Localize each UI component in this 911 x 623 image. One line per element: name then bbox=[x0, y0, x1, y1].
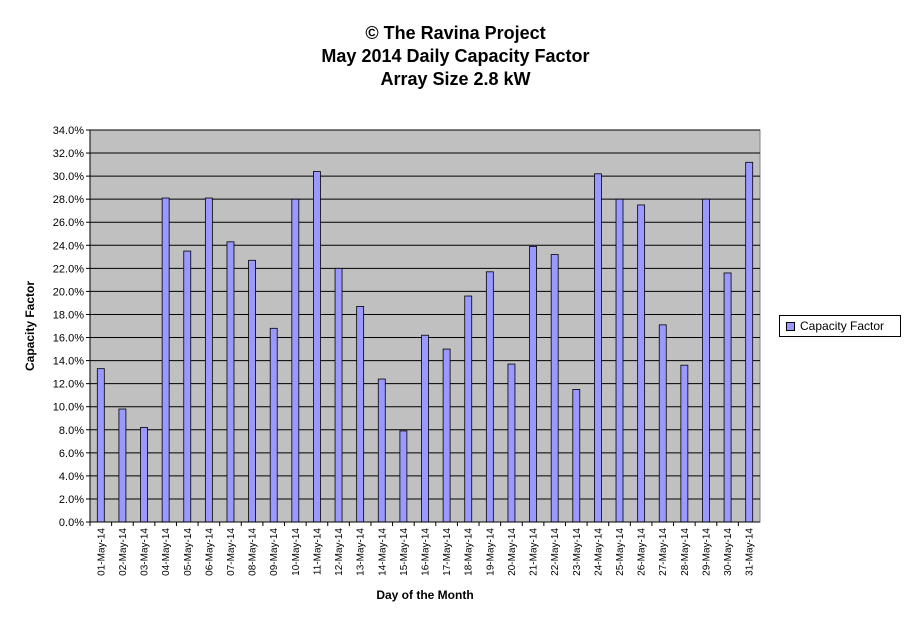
bar bbox=[399, 430, 408, 523]
bar bbox=[269, 327, 278, 523]
x-tick-label: 14-May-14 bbox=[377, 528, 388, 576]
y-tick-label: 26.0% bbox=[53, 217, 84, 229]
y-tick-label: 20.0% bbox=[53, 286, 84, 298]
chart-title-line-2: May 2014 Daily Capacity Factor bbox=[321, 46, 590, 66]
bar bbox=[118, 408, 127, 523]
x-tick-label: 27-May-14 bbox=[658, 528, 669, 576]
y-tick-label: 4.0% bbox=[59, 471, 84, 483]
x-tick-label: 07-May-14 bbox=[226, 528, 237, 576]
bar bbox=[161, 197, 170, 523]
x-tick-label: 03-May-14 bbox=[140, 528, 151, 576]
bar bbox=[377, 378, 386, 523]
y-axis-title: Capacity Factor bbox=[23, 281, 37, 371]
bar bbox=[637, 204, 646, 523]
bar bbox=[183, 250, 192, 523]
y-tick-label: 8.0% bbox=[59, 425, 84, 437]
x-axis-title: Day of the Month bbox=[376, 588, 473, 602]
x-tick-label: 23-May-14 bbox=[572, 528, 583, 576]
x-tick-label: 30-May-14 bbox=[723, 528, 734, 576]
x-tick-label: 09-May-14 bbox=[269, 528, 280, 576]
bar bbox=[356, 305, 365, 523]
bar bbox=[96, 368, 105, 523]
bar bbox=[702, 198, 710, 523]
y-tick-label: 32.0% bbox=[53, 148, 84, 160]
legend: Capacity Factor bbox=[779, 315, 901, 337]
y-tick-label: 30.0% bbox=[53, 171, 84, 183]
x-tick-label: 06-May-14 bbox=[204, 528, 215, 576]
y-tick-label: 10.0% bbox=[53, 402, 84, 414]
bar bbox=[680, 364, 689, 523]
y-tick-label: 18.0% bbox=[53, 309, 84, 321]
x-tick-label: 18-May-14 bbox=[464, 528, 475, 576]
x-tick-label: 22-May-14 bbox=[550, 528, 561, 576]
x-tick-label: 16-May-14 bbox=[421, 528, 432, 576]
x-tick-label: 11-May-14 bbox=[312, 528, 323, 575]
y-tick-label: 34.0% bbox=[53, 125, 84, 137]
x-tick-label: 19-May-14 bbox=[485, 528, 496, 576]
x-tick-label: 17-May-14 bbox=[442, 528, 453, 576]
legend-label: Capacity Factor bbox=[800, 319, 885, 333]
x-tick-label: 12-May-14 bbox=[334, 528, 345, 576]
y-axis-ticks: 0.0% 2.0% 4.0% 6.0% 8.0% 10.0% 12.0% 14.0% 16.0%… bbox=[53, 125, 90, 529]
x-tick-label: 15-May-14 bbox=[399, 528, 410, 576]
y-tick-label: 24.0% bbox=[53, 240, 84, 252]
x-tick-label: 21-May-14 bbox=[529, 528, 540, 576]
x-tick-label: 25-May-14 bbox=[615, 528, 626, 576]
bar bbox=[334, 267, 343, 523]
bar bbox=[421, 334, 429, 523]
x-tick-label: 31-May-14 bbox=[745, 528, 756, 576]
bar bbox=[745, 161, 754, 523]
x-tick-label: 26-May-14 bbox=[637, 528, 648, 576]
chart-title-line-1: © The Ravina Project bbox=[365, 23, 546, 43]
bar bbox=[248, 259, 256, 523]
x-tick-label: 10-May-14 bbox=[291, 528, 302, 576]
x-tick-label: 04-May-14 bbox=[161, 528, 172, 576]
bar bbox=[291, 198, 300, 523]
bar bbox=[442, 348, 451, 523]
bar bbox=[529, 246, 537, 523]
x-tick-label: 02-May-14 bbox=[118, 528, 129, 576]
legend-swatch bbox=[786, 321, 795, 331]
bar bbox=[723, 272, 732, 523]
bar bbox=[572, 389, 581, 523]
x-tick-label: 28-May-14 bbox=[680, 528, 691, 576]
x-tick-label: 13-May-14 bbox=[356, 528, 367, 576]
y-tick-label: 6.0% bbox=[59, 448, 84, 460]
x-tick-label: 29-May-14 bbox=[701, 528, 712, 576]
x-axis-ticks: 01-May-14 02-May-14 03-May-14 04-May-14 05-M… bbox=[89, 522, 756, 576]
y-tick-label: 22.0% bbox=[53, 263, 84, 275]
chart-title-line-3: Array Size 2.8 kW bbox=[380, 69, 531, 89]
bar bbox=[140, 427, 148, 523]
y-tick-label: 16.0% bbox=[53, 333, 84, 345]
bar bbox=[313, 171, 321, 523]
x-tick-label: 08-May-14 bbox=[248, 528, 259, 576]
y-tick-label: 14.0% bbox=[53, 356, 84, 368]
x-tick-label: 01-May-14 bbox=[96, 528, 107, 576]
bar bbox=[464, 295, 473, 523]
bar bbox=[550, 254, 559, 523]
chart-title: © The Ravina Project May 2014 Daily Capa… bbox=[0, 22, 911, 91]
y-tick-label: 0.0% bbox=[59, 517, 84, 529]
x-tick-label: 20-May-14 bbox=[507, 528, 518, 576]
bar bbox=[658, 324, 667, 523]
y-tick-label: 28.0% bbox=[53, 194, 84, 206]
y-tick-label: 12.0% bbox=[53, 379, 84, 391]
bar bbox=[485, 271, 494, 523]
bar bbox=[594, 173, 602, 523]
y-tick-label: 2.0% bbox=[59, 494, 84, 506]
bar bbox=[507, 363, 516, 523]
bar bbox=[204, 197, 213, 523]
x-tick-label: 05-May-14 bbox=[183, 528, 194, 576]
bar bbox=[226, 241, 235, 523]
bar bbox=[615, 198, 624, 523]
x-tick-label: 24-May-14 bbox=[593, 528, 604, 576]
